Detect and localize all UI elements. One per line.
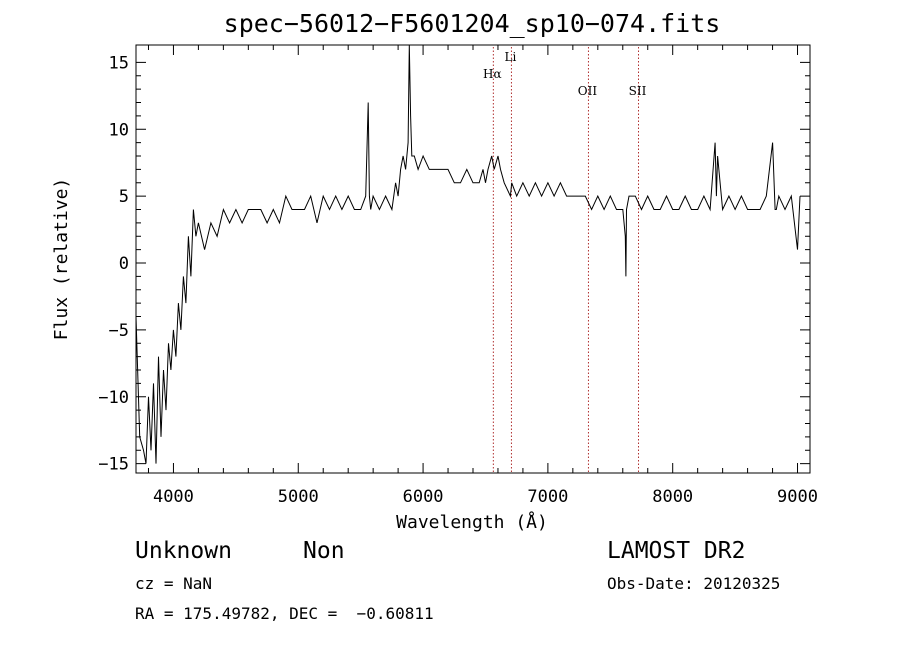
x-tick-label: 9000 bbox=[777, 487, 818, 507]
y-tick-label: 15 bbox=[109, 53, 129, 73]
plot-frame bbox=[135, 44, 811, 474]
x-axis-label: Wavelength (Å) bbox=[396, 511, 548, 533]
spectrum-series-line bbox=[135, 44, 801, 464]
line-marker-label: OII bbox=[578, 84, 598, 98]
line-marker-label: SII bbox=[629, 84, 647, 98]
chart-title: spec−56012−F5601204_sp10−074.fits bbox=[224, 9, 721, 38]
obs-date: Obs-Date: 20120325 bbox=[607, 574, 781, 593]
object-class: Unknown bbox=[135, 538, 232, 564]
y-axis-label: Flux (relative) bbox=[51, 178, 72, 341]
coordinates: RA = 175.49782, DEC = −0.60811 bbox=[135, 604, 434, 623]
x-tick-label: 6000 bbox=[403, 487, 444, 507]
object-subclass: Non bbox=[303, 538, 345, 564]
y-tick-label: −10 bbox=[98, 388, 129, 408]
y-tick-label: 0 bbox=[119, 254, 129, 274]
x-tick-label: 5000 bbox=[278, 487, 319, 507]
y-tick-label: 5 bbox=[119, 187, 129, 207]
y-tick-label: 10 bbox=[109, 120, 129, 140]
y-tick-label: −15 bbox=[98, 455, 129, 475]
line-marker-label: Hα bbox=[483, 67, 502, 81]
survey-name: LAMOST DR2 bbox=[607, 538, 746, 564]
y-axis: −15 −10 −5 0 5 10 15 bbox=[98, 53, 810, 475]
redshift-readout: cz = NaN bbox=[135, 574, 213, 593]
y-tick-label: −5 bbox=[109, 321, 129, 341]
x-tick-label: 4000 bbox=[153, 487, 194, 507]
line-marker-label: Li bbox=[505, 50, 517, 64]
x-tick-label: 7000 bbox=[527, 487, 568, 507]
x-axis: 4000 5000 6000 7000 8000 9000 bbox=[147, 45, 818, 507]
x-tick-label: 8000 bbox=[652, 487, 693, 507]
